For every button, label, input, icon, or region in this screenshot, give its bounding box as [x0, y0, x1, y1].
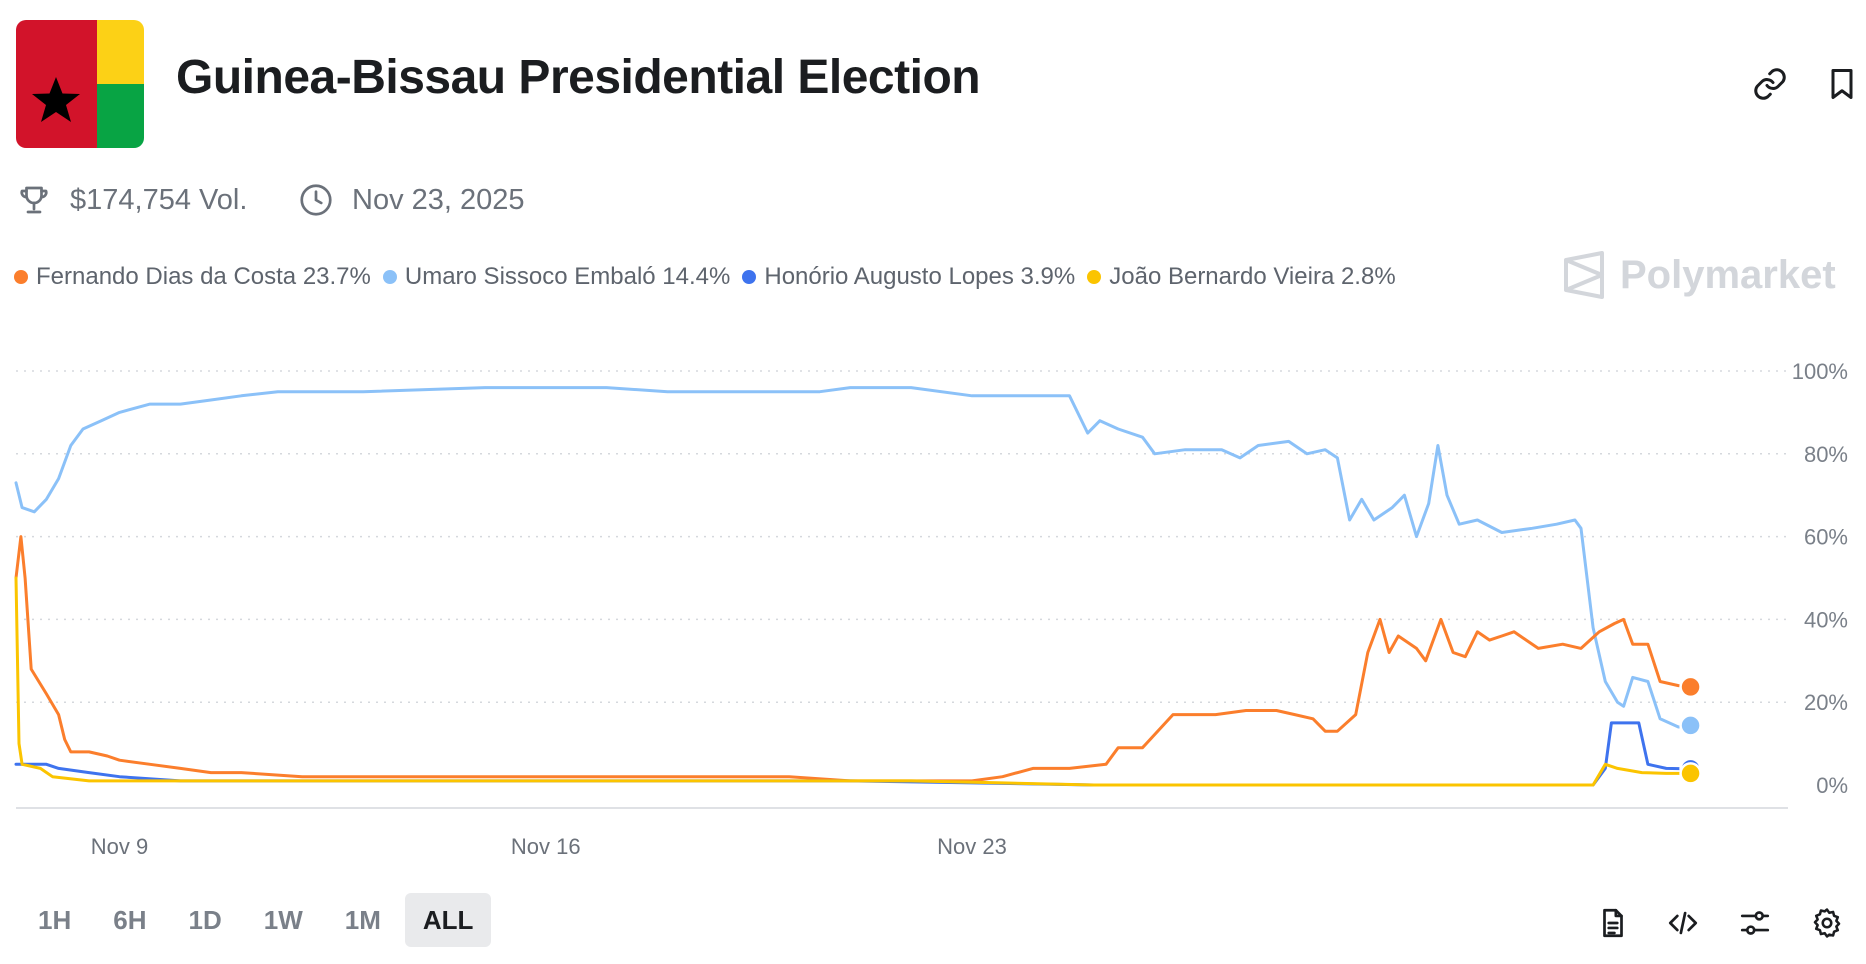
clock-icon	[300, 184, 332, 216]
series-end-dot	[1679, 714, 1702, 737]
y-tick-label: 20%	[1804, 690, 1848, 715]
volume-text: $174,754 Vol.	[70, 183, 248, 216]
legend-label: João Bernardo Vieira 2.8%	[1109, 263, 1396, 290]
legend-item: Umaro Sissoco Embaló 14.4%	[382, 263, 731, 291]
series-end-dot	[1679, 762, 1702, 785]
x-tick-label: Nov 9	[91, 834, 148, 859]
chart-legend: Fernando Dias da Costa 23.7% Umaro Sissoc…	[14, 262, 1408, 292]
sliders-icon[interactable]	[1738, 906, 1772, 940]
timeframe-button-all[interactable]: ALL	[404, 893, 492, 947]
timeframe-button-1h[interactable]: 1H	[38, 904, 72, 935]
series-line	[14, 576, 1693, 787]
legend-label: Umaro Sissoco Embaló 14.4%	[404, 263, 731, 290]
y-tick-label: 0%	[1816, 773, 1848, 798]
end-date-text: Nov 23, 2025	[352, 183, 525, 216]
volume-info: $174,754 Vol.	[16, 180, 247, 220]
page-title: Guinea-Bissau Presidential Election	[176, 51, 981, 104]
timeframe-selector: 1H 6H 1D 1W 1M ALL	[20, 893, 497, 947]
copy-link-icon[interactable]	[1752, 66, 1788, 102]
series-line	[14, 386, 1693, 729]
settings-gear-icon[interactable]	[1810, 906, 1844, 940]
flag-star-icon	[32, 77, 80, 122]
y-tick-label: 80%	[1804, 442, 1848, 467]
timeframe-button-1w[interactable]: 1W	[263, 904, 303, 935]
legend-item: Fernando Dias da Costa 23.7%	[14, 263, 371, 291]
flag-green-band	[97, 84, 144, 148]
legend-dot	[742, 270, 757, 284]
y-tick-label: 100%	[1792, 359, 1848, 384]
series-line	[14, 535, 1693, 783]
trophy-icon	[20, 186, 48, 214]
timeframe-button-6h[interactable]: 6H	[113, 904, 147, 935]
brand-name: Polymarket	[1620, 252, 1836, 297]
legend-item: Honório Augusto Lopes 3.9%	[742, 263, 1075, 291]
flag-yellow-band	[97, 20, 144, 84]
legend-dot	[1087, 270, 1102, 284]
polymarket-watermark: Polymarket	[1562, 250, 1836, 300]
legend-dot	[382, 270, 397, 284]
end-date-info: Nov 23, 2025	[298, 180, 525, 220]
legend-label: Honório Augusto Lopes 3.9%	[764, 263, 1076, 290]
timeframe-button-1d[interactable]: 1D	[188, 904, 222, 935]
polymarket-logo-icon	[1564, 251, 1604, 299]
bookmark-icon[interactable]	[1824, 66, 1860, 102]
embed-code-icon[interactable]	[1666, 906, 1700, 940]
legend-dot	[14, 270, 28, 284]
x-tick-label: Nov 16	[511, 834, 581, 859]
country-flag	[16, 20, 144, 148]
y-tick-label: 40%	[1804, 607, 1848, 632]
legend-item: João Bernardo Vieira 2.8%	[1087, 263, 1396, 291]
x-tick-label: Nov 23	[937, 834, 1007, 859]
price-history-chart[interactable]: 100% 80% 60% 40% 20% 0% Nov 9 Nov 16 Nov 23	[0, 340, 1866, 860]
document-icon[interactable]	[1596, 906, 1630, 940]
timeframe-button-1m[interactable]: 1M	[344, 904, 381, 935]
series-end-dot	[1679, 675, 1702, 699]
y-tick-label: 60%	[1804, 525, 1848, 550]
legend-label: Fernando Dias da Costa 23.7%	[36, 263, 371, 290]
